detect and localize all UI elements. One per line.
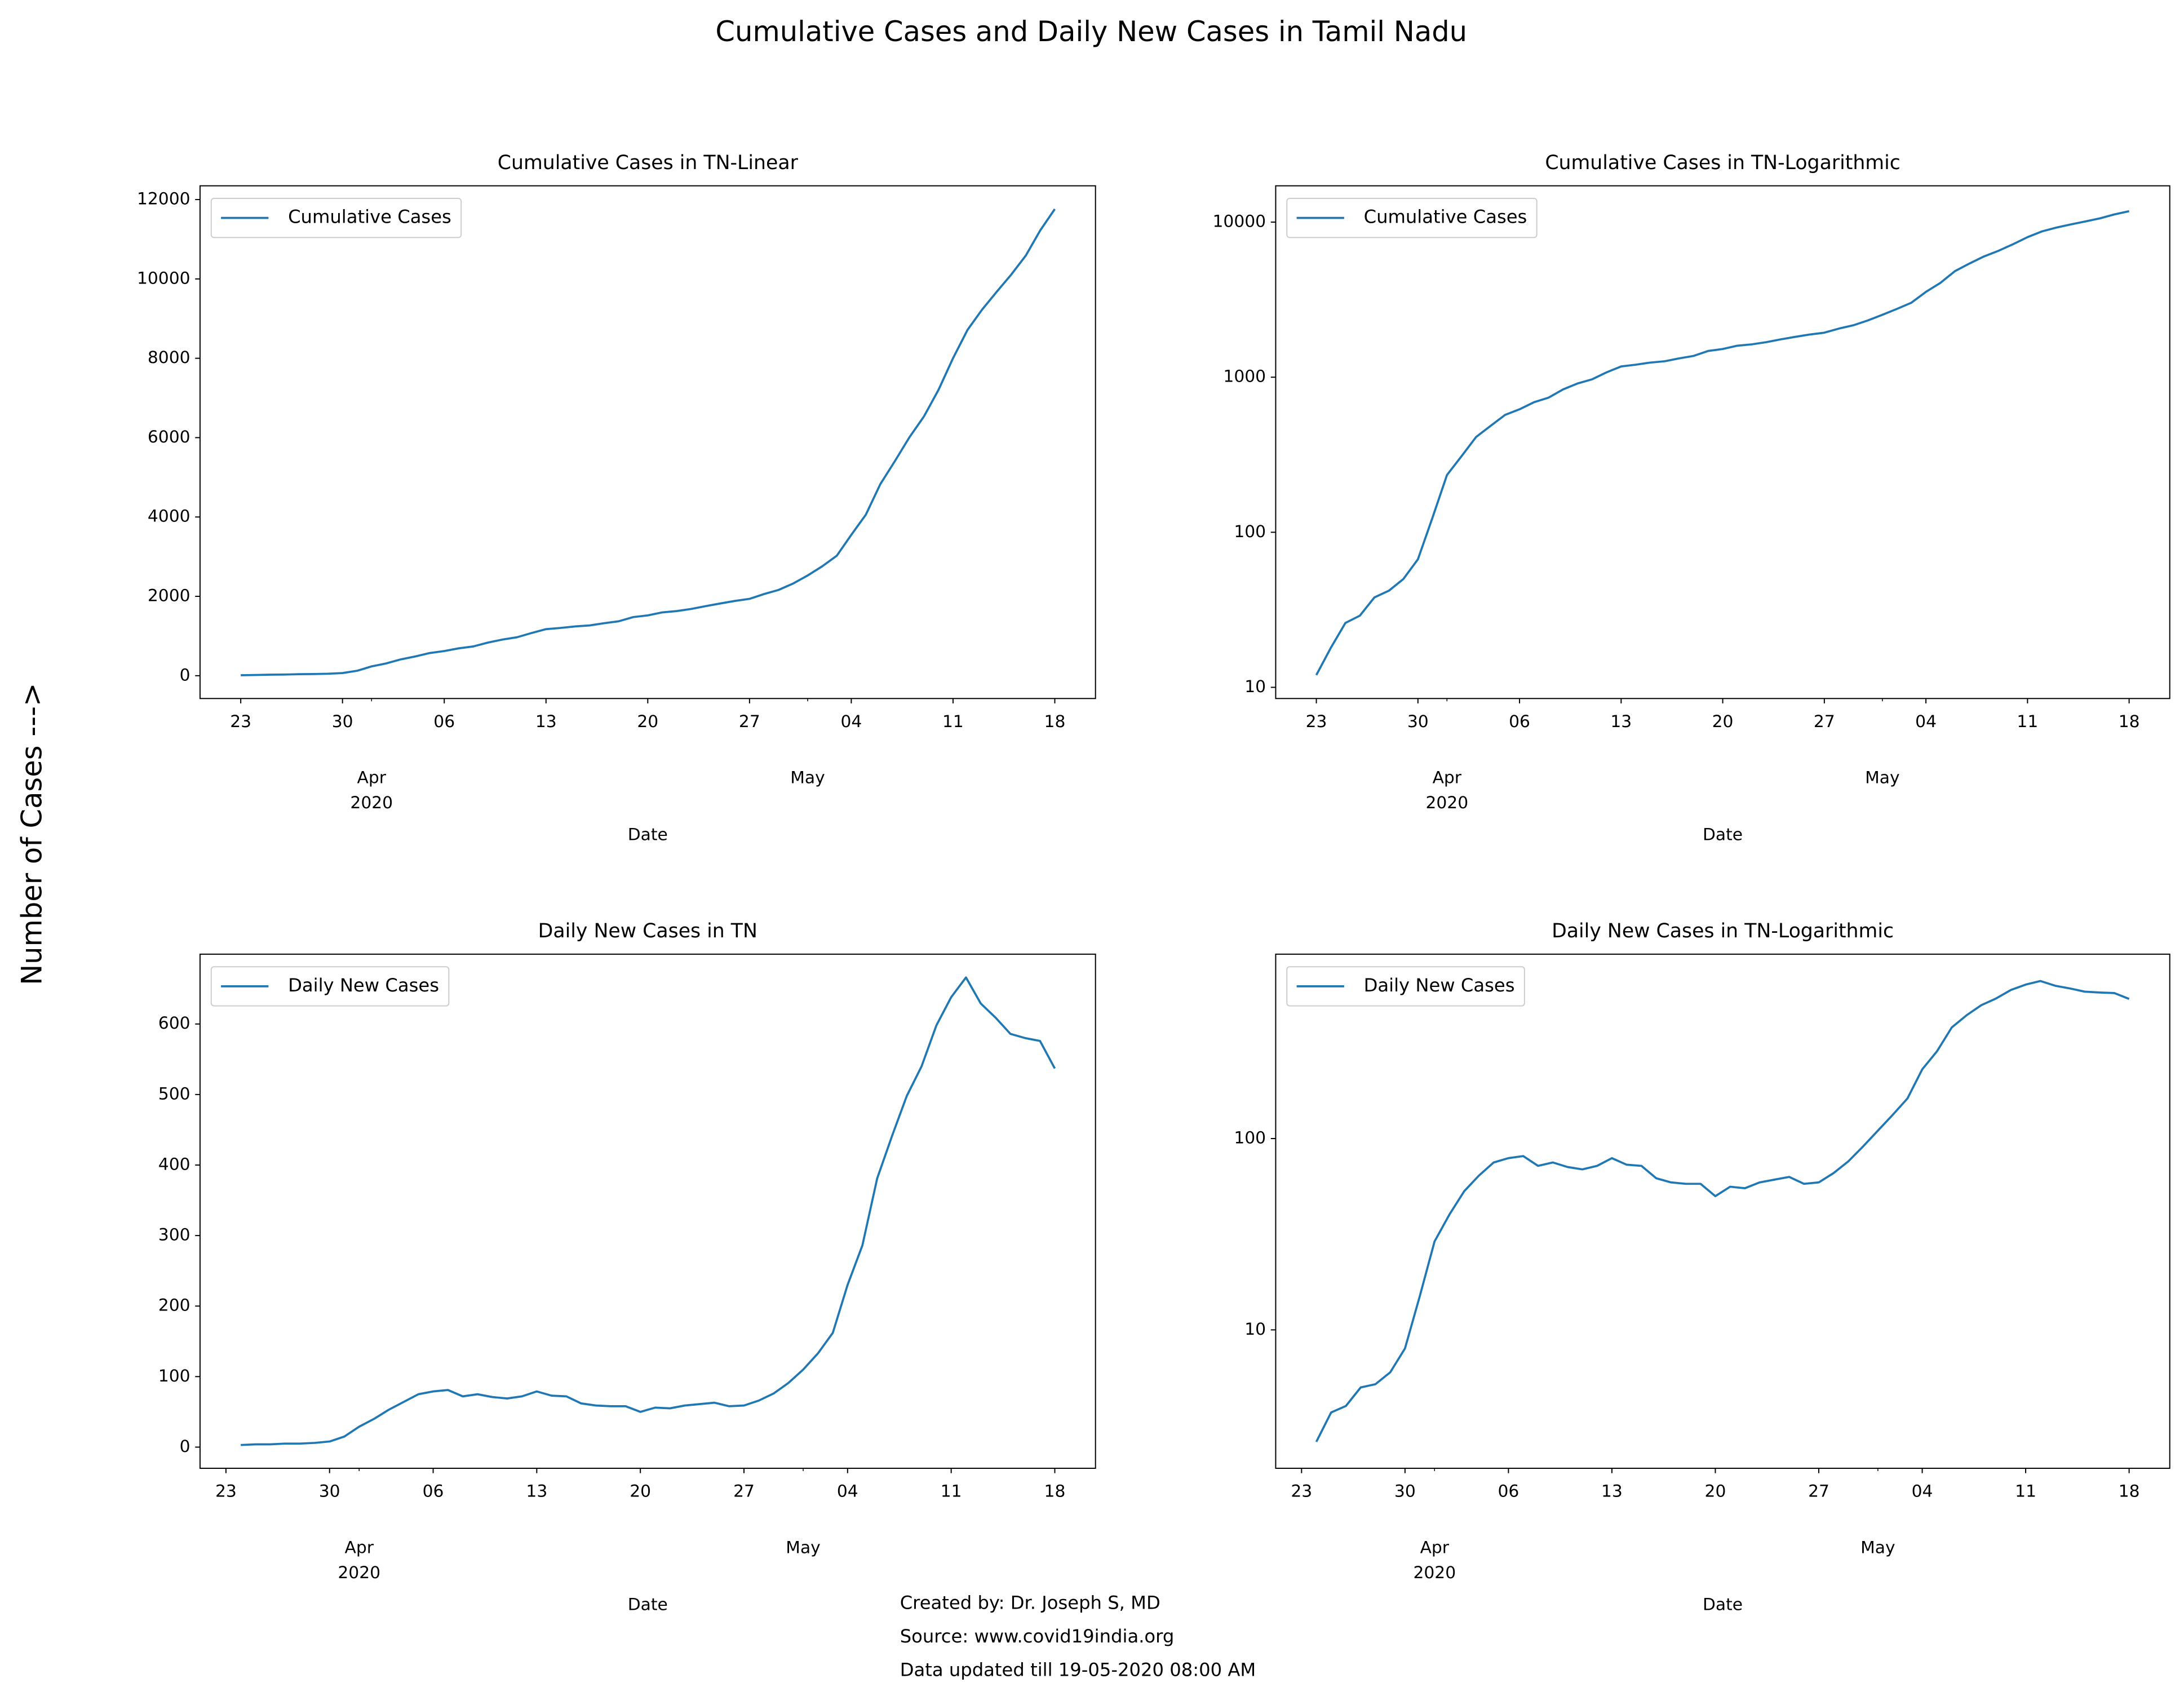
legend-box [1286,197,1538,238]
x-tick-label: 11 [2017,712,2038,732]
data-line [1315,980,2130,1442]
x-tick-label: 20 [630,1482,651,1502]
x-tick-label: 30 [1394,1482,1416,1502]
y-tick-label: 2000 [148,586,191,606]
y-tick-label: 500 [158,1084,191,1104]
y-tick-label: 10000 [137,268,191,288]
axes-frame [199,185,1096,699]
x-tick-label: 13 [1610,712,1632,732]
y-tick-label: 100 [1234,522,1266,542]
x-tick-label: 27 [1808,1482,1829,1502]
data-line [1315,210,2130,676]
x-month-label: Apr 2020 [1425,768,1468,813]
legend-label: Daily New Cases [1364,975,1515,996]
x-month-label: May [790,768,825,787]
x-axis-label: Date [1703,1595,1743,1614]
legend-box [1286,966,1525,1007]
x-tick-label: 13 [535,712,557,732]
data-line [241,208,1056,676]
legend-label: Cumulative Cases [288,206,451,228]
x-tick-label: 27 [733,1482,755,1502]
x-tick-label: 11 [2015,1482,2036,1502]
x-tick-label: 04 [1912,1482,1933,1502]
y-tick-label: 4000 [148,507,191,526]
x-month-label: May [786,1538,820,1557]
note: Data updated till 19-05-2020 08:00 AM [900,1659,1256,1680]
y-tick-label: 0 [180,1437,191,1456]
y-tick-label: 1000 [1223,367,1266,387]
x-axis-label: Date [628,825,668,845]
chart-title: Daily New Cases in TN-Logarithmic [1552,920,1894,942]
x-tick-label: 13 [526,1482,547,1502]
y-tick-label: 12000 [137,189,191,209]
figure-title: Cumulative Cases and Daily New Cases in … [715,15,1467,48]
x-month-label: May [1865,768,1899,787]
x-tick-label: 20 [1712,712,1734,732]
x-tick-label: 27 [739,712,760,732]
legend-box [210,966,450,1007]
y-tick-label: 100 [1234,1128,1266,1148]
x-tick-label: 18 [1044,1482,1066,1502]
x-tick-label: 23 [1306,712,1327,732]
x-tick-label: 06 [433,712,455,732]
x-tick-label: 06 [1498,1482,1519,1502]
x-tick-label: 18 [2119,712,2140,732]
chart-title: Cumulative Cases in TN-Linear [498,152,799,174]
x-tick-label: 06 [1509,712,1530,732]
axes-frame [199,953,1096,1469]
y-tick-label: 6000 [148,427,191,447]
chart-title: Daily New Cases in TN [538,920,757,942]
x-tick-label: 23 [230,712,251,732]
y-tick-label: 0 [180,665,191,685]
x-tick-label: 13 [1601,1482,1623,1502]
chart-title: Cumulative Cases in TN-Logarithmic [1545,152,1901,174]
x-tick-label: 20 [637,712,658,732]
legend-label: Cumulative Cases [1364,206,1527,228]
note: Created by: Dr. Joseph S, MD [900,1592,1160,1613]
x-tick-label: 11 [942,712,964,732]
x-tick-label: 20 [1705,1482,1726,1502]
x-month-label: Apr 2020 [1413,1538,1456,1583]
x-tick-label: 18 [1044,712,1066,732]
y-tick-label: 400 [158,1154,191,1174]
y-tick-label: 10 [1244,677,1266,697]
x-month-label: Apr 2020 [350,768,393,813]
x-tick-label: 04 [1915,712,1937,732]
x-tick-label: 04 [840,712,862,732]
x-axis-label: Date [1703,825,1743,845]
axes-frame [1275,185,2170,699]
x-axis-label: Date [628,1595,668,1614]
x-tick-label: 30 [332,712,353,732]
x-tick-label: 23 [1291,1482,1312,1502]
y-tick-label: 300 [158,1225,191,1245]
x-tick-label: 04 [837,1482,858,1502]
note: Source: www.covid19india.org [900,1626,1175,1647]
x-tick-label: 11 [941,1482,962,1502]
x-month-label: May [1860,1538,1895,1557]
y-tick-label: 200 [158,1296,191,1316]
legend-box [210,197,462,238]
y-tick-label: 600 [158,1013,191,1033]
y-tick-label: 10000 [1212,212,1266,232]
data-line [241,976,1056,1446]
y-axis-label: Number of Cases ---> [15,683,48,985]
y-tick-label: 10 [1244,1319,1266,1339]
x-tick-label: 27 [1814,712,1835,732]
x-tick-label: 18 [2119,1482,2140,1502]
x-tick-label: 30 [319,1482,340,1502]
x-tick-label: 23 [215,1482,237,1502]
legend-label: Daily New Cases [288,975,439,996]
y-tick-label: 100 [158,1366,191,1386]
x-month-label: Apr 2020 [338,1538,380,1583]
y-tick-label: 8000 [148,348,191,367]
x-tick-label: 30 [1407,712,1429,732]
axes-frame [1275,953,2170,1469]
x-tick-label: 06 [423,1482,444,1502]
